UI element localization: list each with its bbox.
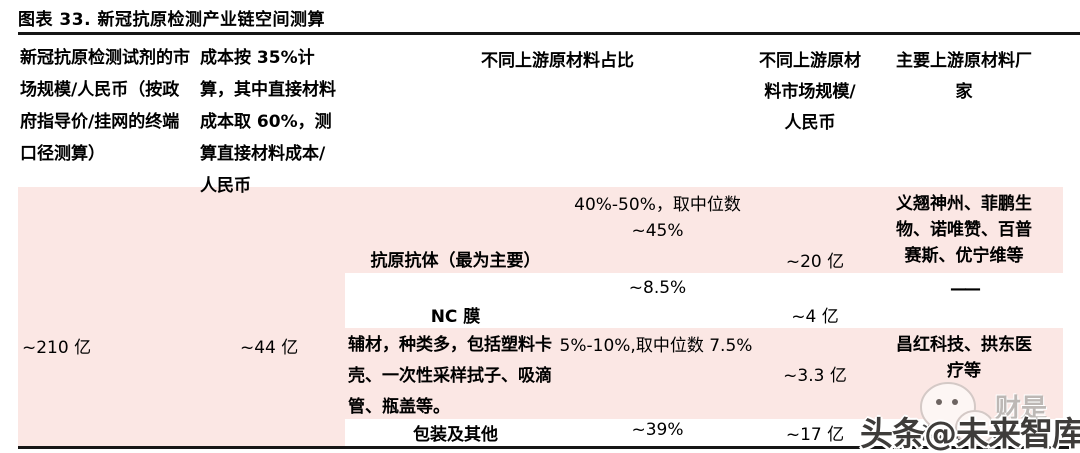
- total-market-size-value: ~210 亿: [22, 338, 92, 358]
- figure-title: 图表 33. 新冠抗原检测产业链空间测算: [18, 10, 325, 30]
- row3-market: ~3.3 亿: [783, 366, 847, 386]
- row3-material: 辅材，种类多，包括塑料卡壳、一次性采样拭子、吸滴管、瓶盖等。: [348, 335, 552, 417]
- row1-share: 40%-50%，取中位数~45%: [574, 195, 741, 241]
- row2-makers-dash: ——: [950, 279, 981, 299]
- row3-share: 5%-10%,取中位数 7.5%: [559, 336, 753, 356]
- merged-left-cell-band: [18, 187, 345, 446]
- row2-market: ~4 亿: [791, 307, 839, 327]
- watermark-toutiao: 头条@未来智库: [860, 414, 1080, 453]
- row1-band: [345, 187, 1063, 273]
- direct-material-cost-value: ~44 亿: [240, 338, 299, 358]
- header-material-market: 不同上游原材料市场规模/人民币: [759, 51, 861, 133]
- row1-makers: 义翘神州、菲鹏生物、诺唯赞、百普赛斯、优宁维等: [896, 194, 1032, 266]
- row1-market: ~20 亿: [785, 252, 845, 272]
- table-bottom-rule: [18, 446, 1070, 449]
- header-material-share: 不同上游原材料占比: [481, 51, 634, 71]
- row1-material: 抗原抗体（最为主要）: [370, 251, 541, 271]
- wechat-bubbles-icon: [920, 382, 996, 450]
- watermark-caishi: 财是: [995, 394, 1048, 424]
- row4-market: ~17 亿: [785, 425, 845, 445]
- row4-share: ~39%: [631, 420, 684, 440]
- header-market-size: 新冠抗原检测试剂的市场规模/人民币（按政府指导价/挂网的终端口径测算）: [20, 48, 190, 164]
- row3-makers: 昌红科技、拱东医疗等: [896, 335, 1032, 381]
- row4-material: 包装及其他: [413, 425, 498, 445]
- table-top-rule: [18, 32, 1080, 35]
- header-cost-calc: 成本按 35%计算，其中直接材料成本取 60%，测算直接材料成本/人民币: [200, 48, 336, 196]
- row2-material: NC 膜: [430, 307, 481, 327]
- header-manufacturers: 主要上游原材料厂家: [896, 51, 1032, 102]
- row2-share: ~8.5%: [628, 278, 687, 298]
